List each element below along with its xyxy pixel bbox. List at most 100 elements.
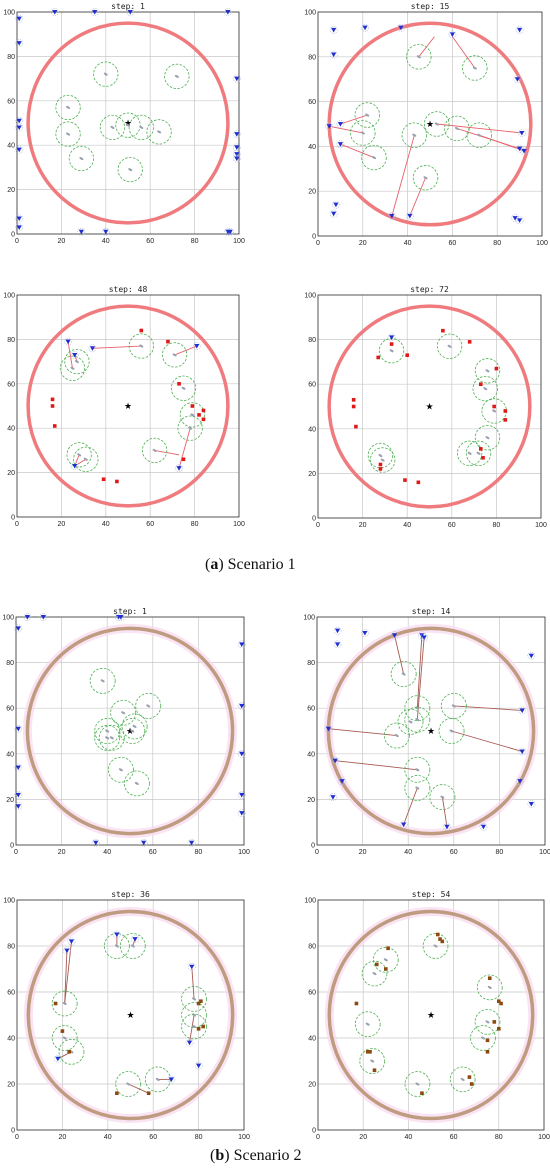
intruder-range: [527, 800, 536, 808]
pursuit-line: [189, 1014, 195, 1043]
intruder-range: [116, 613, 125, 621]
intruder-range: [332, 200, 340, 209]
capture-range: [422, 933, 449, 959]
y-tick-label: 80: [7, 944, 15, 951]
captured-marker: [372, 1068, 377, 1072]
plot-frame: [16, 11, 240, 235]
captured-marker: [60, 1029, 65, 1033]
captured-marker: [52, 424, 57, 428]
y-tick-label: 100: [303, 615, 315, 622]
intruder-range: [479, 822, 488, 831]
intruder-range: [39, 613, 48, 621]
x-tick-label: 60: [146, 521, 154, 528]
intruder-range: [14, 624, 23, 633]
x-tick-label: 100: [233, 521, 245, 528]
intruder-marker: [514, 77, 520, 82]
plot-frame: [16, 294, 240, 518]
capture-range: [142, 437, 168, 464]
agent-marker: [110, 125, 115, 129]
target-star: ★: [126, 1010, 134, 1020]
pursuit-line: [67, 341, 73, 369]
pursuit-line: [451, 730, 523, 752]
caption-scenario-2: (b) Scenario 2: [210, 1147, 302, 1164]
agent-marker: [360, 131, 365, 135]
intruder-marker: [388, 335, 395, 340]
intruder-marker: [186, 1040, 193, 1046]
capture-range: [367, 442, 394, 469]
intruder-range: [237, 749, 246, 758]
chart-panel: 0 20 40 60 80 100 0 20 40 60 80 100 step: 15 ★: [304, 2, 548, 247]
captured-marker: [441, 328, 445, 333]
y-tick-label: 100: [3, 10, 15, 17]
agent-marker: [121, 711, 126, 715]
intruder-range: [175, 464, 183, 473]
plot-area: [318, 900, 544, 1130]
intruder-marker: [24, 615, 30, 620]
capture-range: [119, 718, 146, 744]
captured-marker: [420, 1091, 424, 1095]
agent-marker: [467, 451, 472, 455]
intruder-marker: [55, 1056, 61, 1062]
y-tick-label: 60: [7, 381, 15, 388]
intruder-marker: [389, 213, 395, 219]
intruder-marker: [15, 626, 21, 631]
agent-marker: [134, 781, 139, 785]
capture-range: [440, 692, 467, 719]
intruder-range: [14, 724, 23, 733]
captured-marker: [467, 1075, 472, 1079]
intruder-marker: [189, 964, 195, 970]
captured-marker: [389, 342, 394, 346]
agent-marker: [109, 736, 114, 740]
pursuit-line: [191, 966, 195, 999]
intruder-range: [187, 962, 196, 971]
captured-marker: [497, 1027, 501, 1031]
capture-range: [361, 960, 388, 987]
intruder-marker: [391, 633, 398, 638]
capture-range: [181, 1002, 207, 1028]
capture-range: [472, 375, 498, 402]
agent-marker: [415, 718, 420, 722]
pursuit-line: [174, 345, 197, 356]
intruder-marker: [362, 25, 368, 31]
capture-range: [354, 1011, 381, 1038]
capture-range: [51, 990, 78, 1017]
captured-marker: [201, 1024, 205, 1029]
intruder-marker: [325, 726, 331, 732]
pursuit-line: [416, 637, 425, 720]
pursuit-line: [92, 345, 142, 349]
intruder-marker: [234, 76, 240, 82]
capture-range: [177, 415, 203, 441]
boundary-circle: [26, 304, 230, 508]
intruder-range: [226, 227, 235, 236]
y-tick-label: 20: [308, 1082, 316, 1089]
y-tick-label: 60: [308, 99, 316, 106]
y-tick-label: 60: [7, 98, 15, 105]
x-tick-label: 0: [316, 522, 320, 529]
intruder-marker: [15, 804, 21, 809]
intruder-marker: [40, 615, 46, 620]
intruder-marker: [118, 615, 124, 620]
intruder-range: [91, 838, 100, 847]
agent-marker: [66, 106, 71, 109]
intruder-marker: [331, 211, 337, 217]
capture-range: [115, 1071, 142, 1097]
x-tick-label: 60: [450, 849, 458, 856]
intruder-marker: [92, 10, 98, 15]
intruder-range: [232, 130, 241, 138]
intruder-marker: [401, 822, 407, 828]
captured-marker: [115, 1091, 119, 1095]
x-tick-label: 40: [404, 849, 412, 856]
capture-range: [383, 722, 410, 749]
y-tick-label: 0: [312, 234, 316, 241]
x-tick-label: 60: [449, 240, 457, 247]
intruder-marker: [519, 130, 525, 136]
intruder-range: [232, 154, 241, 163]
y-tick-label: 0: [311, 843, 315, 850]
capture-range: [93, 61, 119, 87]
intruder-marker: [334, 628, 341, 634]
chart-panel: 0 20 40 60 80 100 0 20 40 60 80 100 step: 72 ★: [304, 285, 547, 529]
capture-range: [119, 933, 146, 959]
agent-marker: [132, 724, 137, 728]
y-tick-label: 40: [308, 144, 316, 151]
